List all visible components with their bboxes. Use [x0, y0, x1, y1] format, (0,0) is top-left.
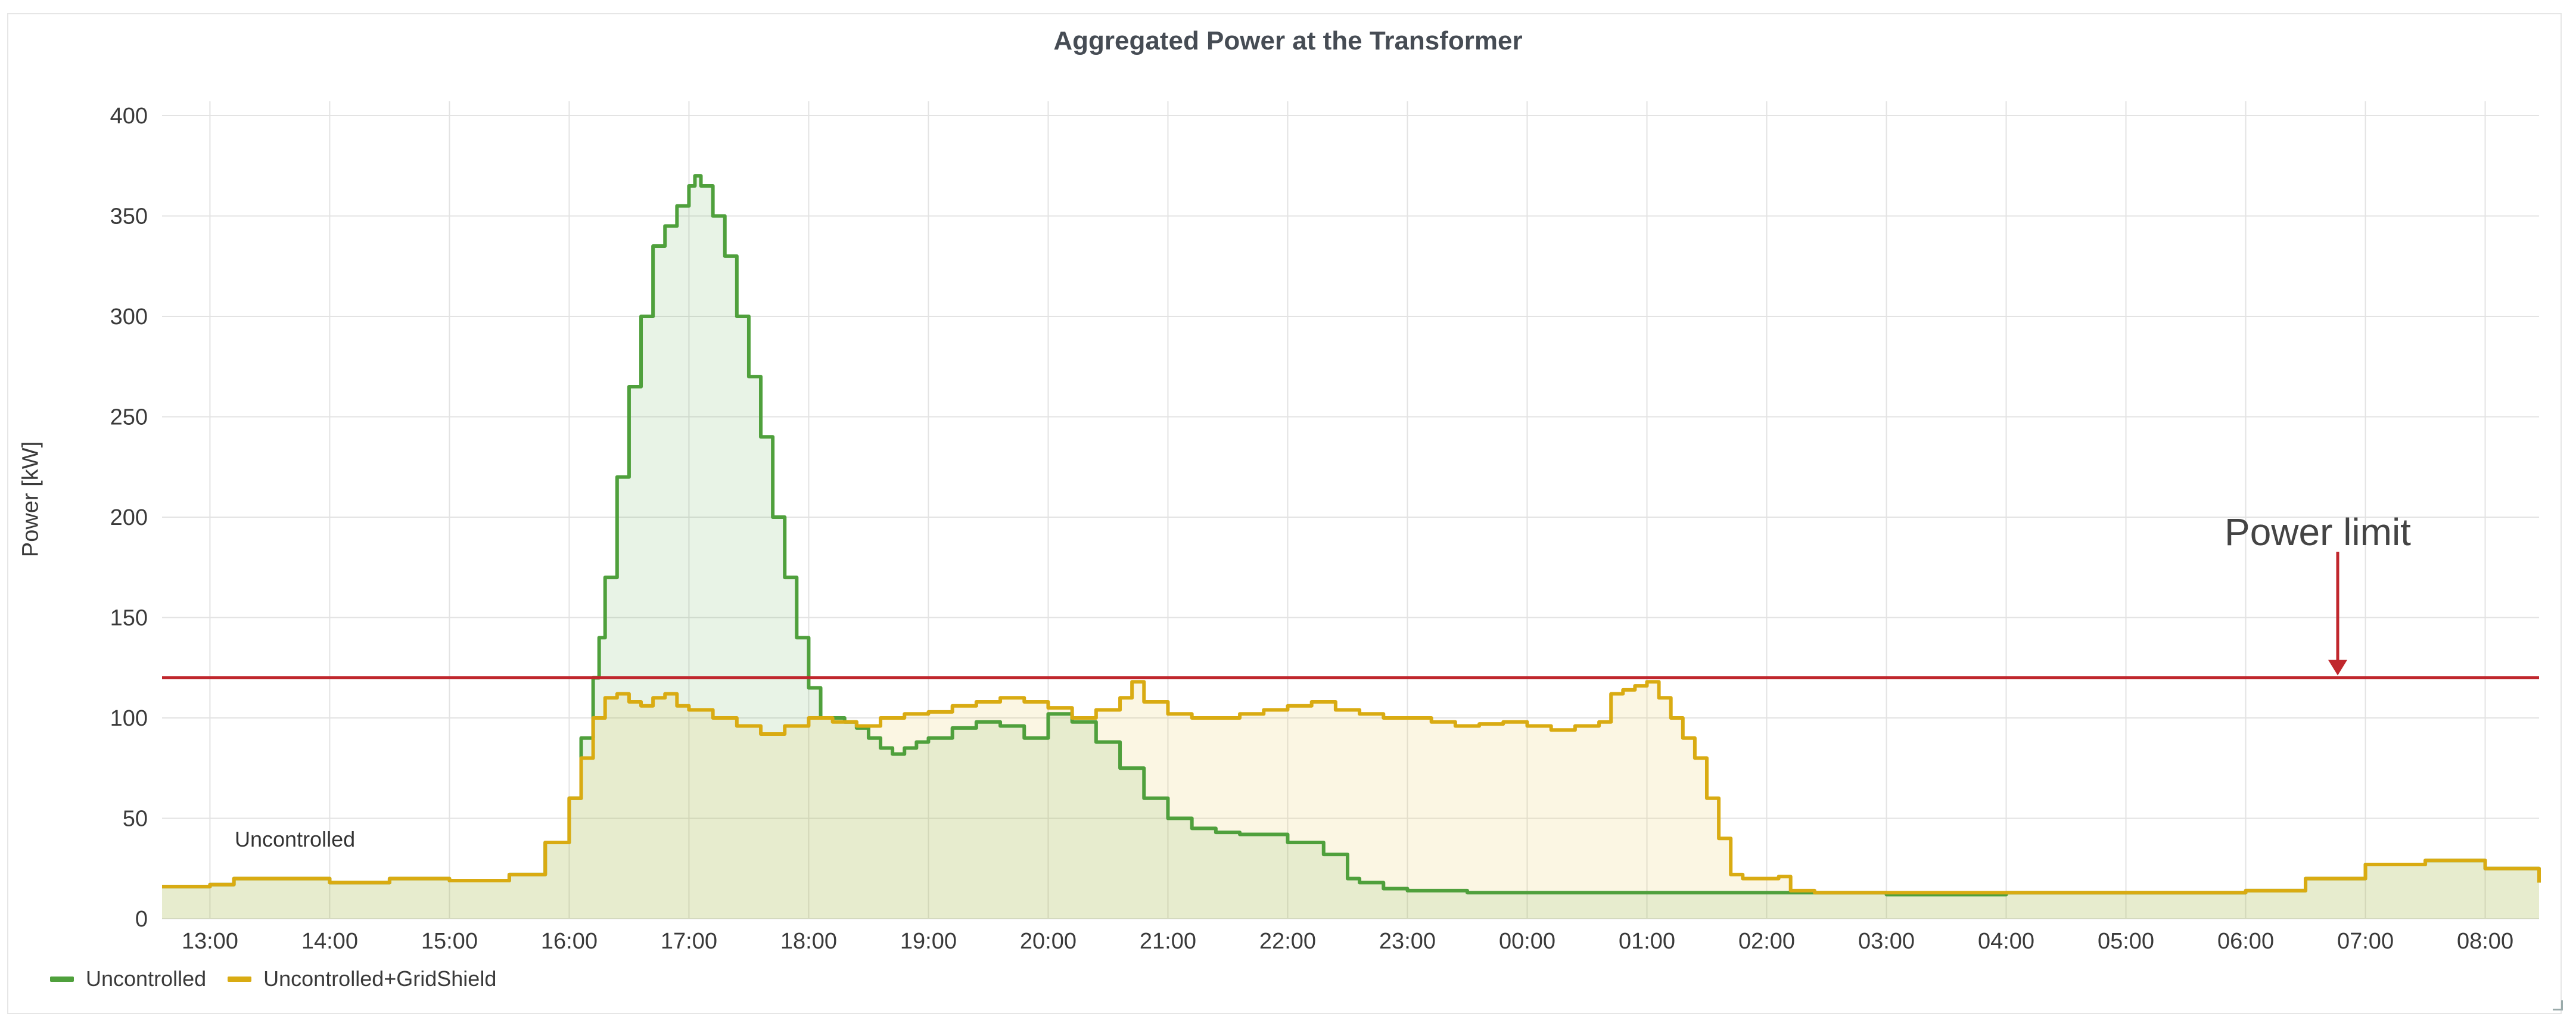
x-tick-label: 21:00	[1140, 929, 1196, 954]
x-tick-label: 20:00	[1020, 929, 1077, 954]
x-tick-label: 14:00	[301, 929, 358, 954]
series-annotation: Uncontrolled	[235, 827, 356, 851]
x-tick-label: 02:00	[1738, 929, 1795, 954]
y-tick-label: 50	[123, 807, 148, 832]
x-tick-label: 22:00	[1259, 929, 1316, 954]
power-limit-label: Power limit	[2225, 511, 2411, 553]
y-tick-label: 250	[110, 405, 148, 430]
series-area-0	[162, 176, 2539, 919]
chart-panel	[7, 13, 2562, 1014]
series-line-0	[162, 174, 2541, 897]
x-tick-label: 08:00	[2457, 929, 2513, 954]
x-tick-label: 17:00	[661, 929, 717, 954]
chart-title: Aggregated Power at the Transformer	[1053, 26, 1523, 55]
x-tick-label: 04:00	[1978, 929, 2034, 954]
x-tick-label: 16:00	[541, 929, 598, 954]
x-tick-label: 06:00	[2217, 929, 2274, 954]
chart-legend: Uncontrolled Uncontrolled+GridShield	[50, 966, 518, 991]
y-tick-label: 350	[110, 204, 148, 229]
legend-label-uncontrolled: Uncontrolled	[86, 966, 207, 991]
x-tick-label: 03:00	[1858, 929, 1915, 954]
series-line-1	[162, 680, 2541, 895]
legend-swatch-gridshield	[228, 976, 252, 982]
x-tick-label: 15:00	[421, 929, 478, 954]
x-tick-label: 01:00	[1619, 929, 1675, 954]
power-limit-arrow-head	[2328, 660, 2347, 676]
x-tick-label: 07:00	[2337, 929, 2394, 954]
panel-resize-handle[interactable]	[2553, 1000, 2563, 1010]
y-tick-label: 300	[110, 304, 148, 329]
legend-item-gridshield[interactable]: Uncontrolled+GridShield	[228, 966, 496, 991]
y-tick-label: 200	[110, 505, 148, 530]
y-tick-label: 150	[110, 606, 148, 631]
x-tick-label: 05:00	[2098, 929, 2154, 954]
x-tick-label: 18:00	[780, 929, 837, 954]
x-tick-label: 13:00	[182, 929, 238, 954]
legend-swatch-uncontrolled	[50, 976, 74, 982]
legend-label-gridshield: Uncontrolled+GridShield	[263, 966, 497, 991]
legend-item-uncontrolled[interactable]: Uncontrolled	[50, 966, 206, 991]
x-tick-label: 19:00	[900, 929, 957, 954]
x-tick-label: 23:00	[1379, 929, 1436, 954]
y-tick-label: 400	[110, 104, 148, 129]
series-area-1	[162, 682, 2539, 919]
x-tick-label: 00:00	[1499, 929, 1555, 954]
y-tick-label: 0	[135, 907, 148, 932]
y-tick-label: 100	[110, 706, 148, 731]
